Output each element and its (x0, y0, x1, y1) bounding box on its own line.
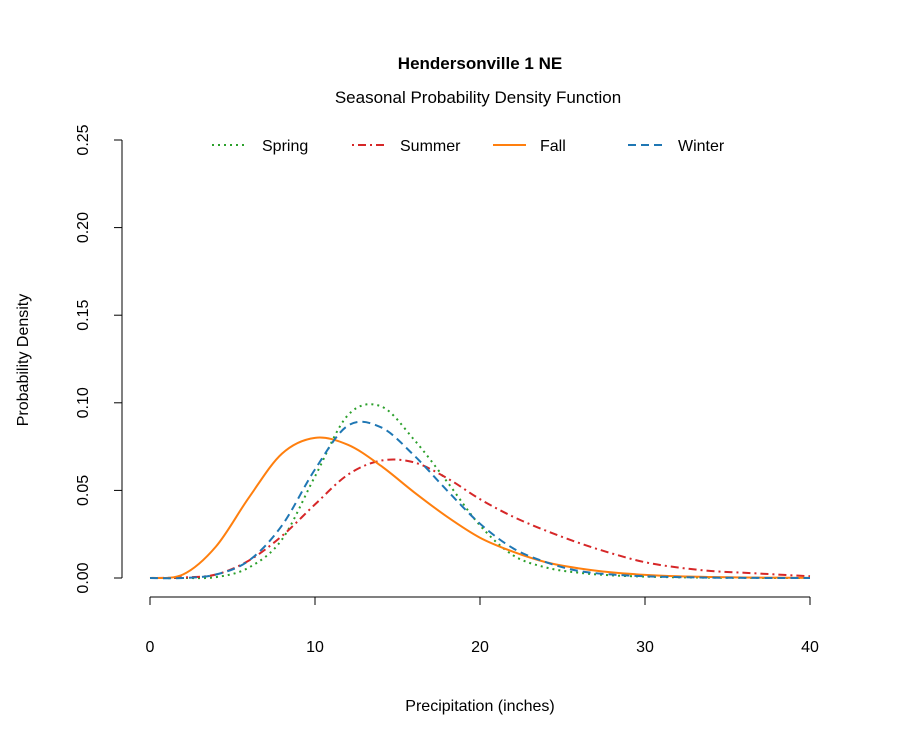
legend-item-winter: Winter (628, 138, 725, 155)
legend-label: Fall (540, 138, 566, 155)
x-tick-label: 10 (306, 639, 324, 656)
x-tick-label: 40 (801, 639, 819, 656)
x-tick-label: 20 (471, 639, 489, 656)
x-axis-label: Precipitation (inches) (405, 698, 554, 715)
y-tick-label: 0.15 (75, 300, 92, 331)
series-spring-line (149, 403, 811, 580)
series-fall-line (149, 436, 811, 580)
chart-subtitle: Seasonal Probability Density Function (335, 88, 621, 107)
y-tick-label: 0.10 (75, 387, 92, 418)
y-tick-label: 0.00 (75, 562, 92, 593)
legend-item-summer: Summer (352, 138, 461, 155)
legend-item-fall: Fall (493, 138, 566, 155)
legend-item-spring: Spring (212, 138, 308, 155)
legend-label: Summer (400, 138, 461, 155)
chart-title: Hendersonville 1 NE (398, 54, 562, 73)
y-tick-label: 0.05 (75, 475, 92, 506)
series-winter-line (149, 420, 811, 580)
series-summer-line (149, 458, 811, 579)
y-tick-label: 0.25 (75, 124, 92, 155)
legend-label: Winter (678, 138, 725, 155)
y-axis-label: Probability Density (15, 294, 32, 427)
x-tick-label: 0 (146, 639, 155, 656)
y-tick-label: 0.20 (75, 212, 92, 243)
x-tick-label: 30 (636, 639, 654, 656)
legend-label: Spring (262, 138, 308, 155)
